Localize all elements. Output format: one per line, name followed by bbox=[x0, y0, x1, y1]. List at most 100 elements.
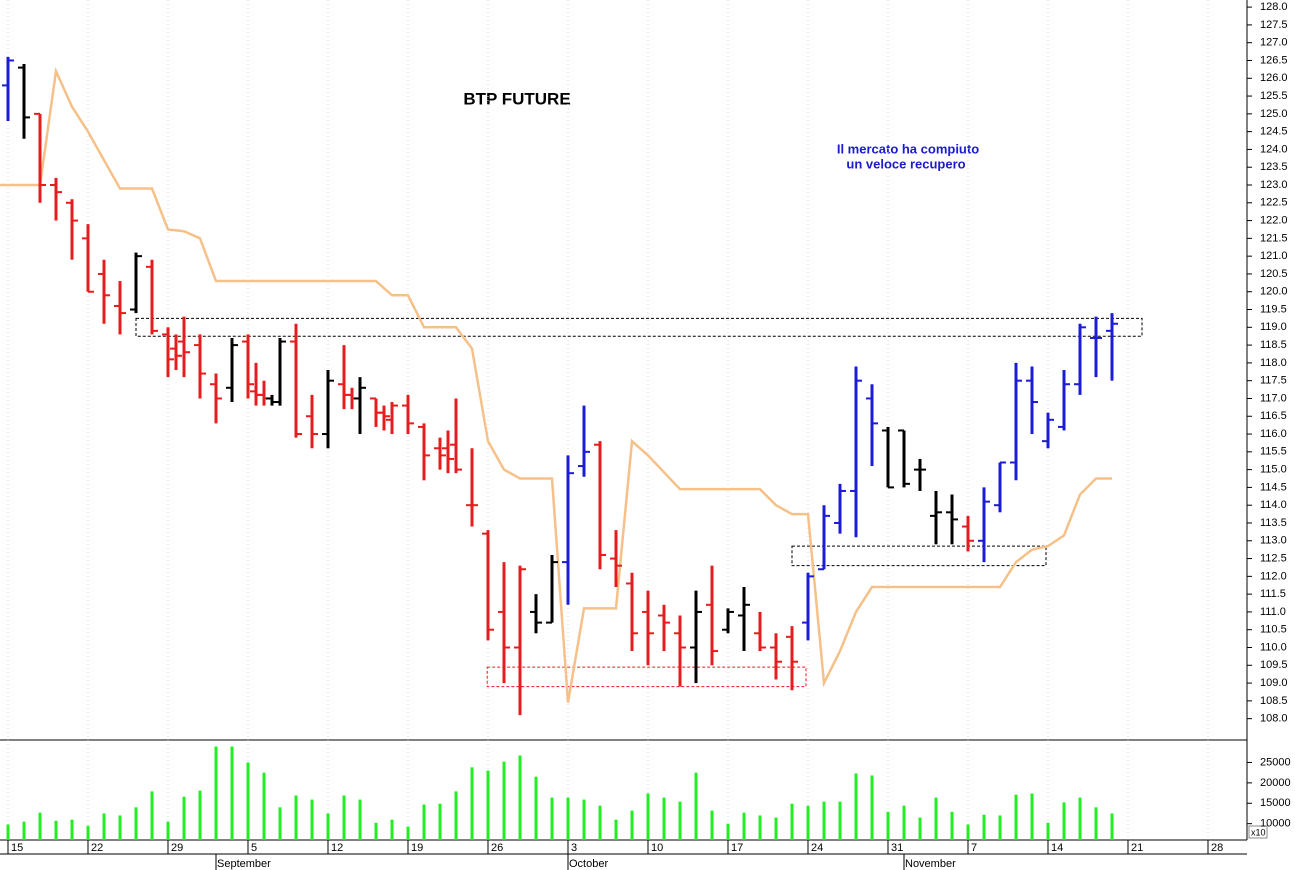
volume-bar bbox=[566, 797, 570, 840]
volume-bar bbox=[630, 810, 634, 840]
y-tick-label: 109.5 bbox=[1260, 659, 1288, 671]
volume-bar bbox=[326, 813, 330, 840]
y-tick-label: 109.0 bbox=[1260, 677, 1288, 689]
volume-bar bbox=[86, 825, 90, 840]
volume-bar bbox=[966, 824, 970, 840]
volume-bar bbox=[1110, 813, 1114, 840]
y-tick-label: 112.0 bbox=[1260, 570, 1287, 582]
month-label: September bbox=[217, 858, 271, 870]
y-tick-label: 123.5 bbox=[1260, 161, 1288, 173]
volume-bar bbox=[534, 776, 538, 840]
y-tick-label: 115.5 bbox=[1260, 446, 1287, 458]
volume-bar bbox=[918, 817, 922, 840]
volume-bar bbox=[758, 815, 762, 840]
x-tick-label: 15 bbox=[11, 842, 23, 854]
volume-bar bbox=[358, 799, 362, 840]
volume-bar bbox=[454, 791, 458, 840]
volume-bar bbox=[870, 775, 874, 840]
volume-bar bbox=[982, 814, 986, 840]
y-tick-label: 114.0 bbox=[1260, 499, 1287, 511]
y-tick-label: 125.0 bbox=[1260, 108, 1288, 120]
y-tick-label: 118.0 bbox=[1260, 357, 1287, 369]
volume-bar bbox=[438, 803, 442, 840]
x-tick-label: 21 bbox=[1131, 842, 1143, 854]
y-tick-label: 121.0 bbox=[1260, 250, 1288, 262]
volume-bar bbox=[806, 805, 810, 840]
chart-title: BTP FUTURE bbox=[463, 89, 570, 108]
x-tick-label: 3 bbox=[571, 842, 577, 854]
x-tick-label: 19 bbox=[411, 842, 423, 854]
volume-bar bbox=[886, 811, 890, 840]
y-tick-label: 125.5 bbox=[1260, 90, 1288, 102]
x-tick-label: 14 bbox=[1051, 842, 1063, 854]
volume-bar bbox=[406, 826, 410, 840]
volume-bar bbox=[150, 791, 154, 840]
annotation: un veloce recupero bbox=[846, 156, 965, 171]
volume-bar bbox=[1094, 807, 1098, 840]
y-tick-label: 114.5 bbox=[1260, 481, 1287, 493]
volume-bar bbox=[822, 801, 826, 840]
volume-bar bbox=[726, 823, 730, 840]
y-tick-label: 108.5 bbox=[1260, 695, 1288, 707]
volume-bar bbox=[646, 793, 650, 840]
zone bbox=[135, 317, 1143, 337]
volume-bar bbox=[502, 761, 506, 840]
volume-bar bbox=[182, 796, 186, 840]
y-tick-label: 108.0 bbox=[1260, 713, 1288, 725]
x-tick-label: 7 bbox=[971, 842, 977, 854]
y-tick-label: 113.0 bbox=[1260, 535, 1287, 547]
volume-bar bbox=[678, 801, 682, 840]
y-tick-label: 122.0 bbox=[1260, 214, 1288, 226]
month-label: November bbox=[905, 858, 956, 870]
volume-bar bbox=[742, 812, 746, 840]
volume-bar bbox=[790, 803, 794, 840]
x-tick-label: 24 bbox=[811, 842, 823, 854]
y-tick-label: 127.5 bbox=[1260, 19, 1288, 31]
x-tick-label: 29 bbox=[171, 842, 183, 854]
volume-bar bbox=[374, 822, 378, 840]
volume-bar bbox=[854, 773, 858, 840]
volume-bar bbox=[1030, 793, 1034, 840]
y-tick-label: 112.5 bbox=[1260, 552, 1287, 564]
y-tick-label: 10000 bbox=[1260, 818, 1291, 830]
y-tick-label: 110.5 bbox=[1260, 624, 1287, 636]
y-tick-label: 111.5 bbox=[1260, 588, 1286, 600]
volume-bar bbox=[118, 815, 122, 840]
volume-bar bbox=[1046, 822, 1050, 840]
y-tick-label: 111.0 bbox=[1260, 606, 1286, 618]
x-tick-label: 26 bbox=[491, 842, 503, 854]
scale-note-box bbox=[1248, 825, 1268, 839]
volume-bar bbox=[22, 821, 26, 840]
x-tick-label: 22 bbox=[91, 842, 103, 854]
zone bbox=[791, 545, 1047, 567]
volume-bar bbox=[694, 772, 698, 840]
annotation: Il mercato ha compiuto bbox=[837, 141, 979, 156]
x-tick-label: 31 bbox=[891, 842, 903, 854]
volume-bar bbox=[70, 819, 74, 840]
month-label: October bbox=[569, 858, 608, 870]
y-tick-label: 115.0 bbox=[1260, 464, 1287, 476]
volume-bar bbox=[998, 815, 1002, 840]
volume-bar bbox=[774, 817, 778, 840]
y-tick-label: 128.0 bbox=[1260, 1, 1288, 13]
overlay-line bbox=[0, 66, 1112, 703]
volume-bar bbox=[278, 807, 282, 840]
volume-bar bbox=[38, 812, 42, 840]
volume-bar bbox=[518, 755, 522, 840]
volume-bar bbox=[134, 807, 138, 840]
y-tick-label: 120.5 bbox=[1260, 268, 1288, 280]
volume-bar bbox=[902, 805, 906, 840]
y-tick-label: 119.5 bbox=[1260, 303, 1287, 315]
y-tick-label: 117.0 bbox=[1260, 392, 1287, 404]
volume-bar bbox=[950, 811, 954, 840]
scale-note: x10 bbox=[1251, 827, 1266, 837]
y-tick-label: 123.0 bbox=[1260, 179, 1288, 191]
volume-bar bbox=[470, 767, 474, 840]
volume-bar bbox=[6, 824, 10, 840]
volume-bar bbox=[166, 821, 170, 840]
y-tick-label: 116.0 bbox=[1260, 428, 1287, 440]
volume-bar bbox=[262, 772, 266, 840]
volume-bar bbox=[934, 797, 938, 840]
y-tick-label: 124.0 bbox=[1260, 143, 1288, 155]
